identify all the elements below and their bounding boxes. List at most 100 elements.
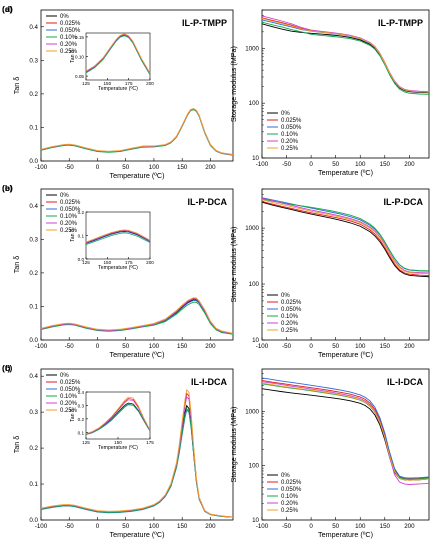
y-axis-label: Tan δ [12, 77, 21, 95]
legend: 0%0.025%0.050%0.10%0.20%0.25% [267, 111, 302, 152]
y-axis-label: Tan δ [70, 409, 76, 422]
panel-label: (b) [2, 183, 13, 193]
x-tick-label: 200 [205, 523, 216, 530]
y-tick-label: 0.1 [29, 303, 38, 310]
series-line-5 [40, 297, 234, 334]
x-axis-label: Temperature (ºC) [318, 350, 373, 359]
series-line-4 [261, 197, 430, 274]
series-line-4 [261, 381, 430, 485]
panel-f: (f)-100 -50 0 50 100 150 200101001000Temperatu… [2, 363, 430, 539]
legend: 0%0.025%0.050%0.10%0.20%0.25% [267, 473, 302, 514]
y-axis-label: Storage modulus (MPa) [229, 407, 238, 483]
legend-entry: 0.20% [60, 401, 78, 407]
series-line-5 [261, 199, 430, 275]
legend-entry: 0% [60, 373, 69, 379]
x-tick-label: 200 [404, 343, 415, 350]
panel-d: (d)-100 -50 0 50 100 150 200101001000Temperatu… [2, 4, 430, 177]
legend: 0%0.025%0.050%0.10%0.20%0.25% [46, 373, 81, 414]
legend-entry: 0.10% [60, 394, 78, 400]
legend-entry: 0.025% [60, 200, 81, 206]
x-axis-label: Temperature (ºC) [318, 168, 373, 177]
legend-entry: 0.25% [60, 49, 78, 55]
inset-chart: 125 150 175 200 0.05 0.10 0.15 Temperature (ºC)… [70, 32, 154, 92]
x-tick-label: 150 [114, 440, 122, 445]
series-line-2 [261, 377, 430, 479]
legend-entry: 0.25% [60, 228, 78, 234]
inset-series-line-3 [85, 403, 151, 435]
y-axis-label: Tan δ [12, 256, 21, 274]
inset-chart: 125 150 175 200 0.0 0.1 0.2 Temperature (ºC) Tan… [70, 210, 154, 271]
x-tick-label: 200 [205, 343, 216, 350]
legend-entry: 0.20% [281, 321, 299, 327]
x-tick-label: 125 [82, 440, 90, 445]
y-tick-label: 0.3 [29, 57, 38, 64]
series-line-1 [261, 200, 430, 276]
legend-entry: 0.25% [281, 146, 299, 152]
x-axis-label: Temperature (ºC) [110, 530, 165, 539]
legend-entry: 0.050% [281, 125, 302, 131]
y-tick-label: 0.10 [75, 55, 84, 60]
series-line-5 [40, 388, 234, 518]
legend-entry: 0.025% [60, 21, 81, 27]
legend-entry: 0.050% [60, 28, 81, 34]
x-tick-label: 150 [177, 343, 188, 350]
legend: 0%0.025%0.050%0.10%0.20%0.25% [267, 293, 302, 334]
x-axis-label: Temperature (ºC) [98, 86, 138, 92]
inset-series-line-0 [85, 230, 151, 244]
panel-label: (f) [2, 363, 11, 373]
panel-label: (a) [2, 4, 13, 14]
legend-entry: 0.25% [281, 508, 299, 514]
panel-a: (a) -100 -50 0 50 100 150 200 0.0 0.1 0.2 0.3 0.4 Tem… [2, 4, 234, 180]
y-tick-label: 0.1 [78, 430, 85, 435]
x-tick-label: 175 [146, 440, 154, 445]
x-tick-label: 0 [96, 343, 100, 350]
x-axis-label: Temperature (ºC) [110, 350, 165, 359]
legend-entry: 0% [281, 473, 290, 479]
y-tick-label: 1000 [245, 225, 259, 232]
x-tick-label: 125 [82, 81, 90, 86]
series-line-5 [261, 18, 430, 93]
legend-entry: 0.25% [60, 408, 78, 414]
y-tick-label: 1000 [245, 45, 259, 52]
x-tick-label: -50 [282, 523, 292, 530]
y-tick-label: 1000 [245, 408, 259, 415]
x-tick-label: 50 [122, 343, 129, 350]
x-tick-label: 50 [332, 523, 339, 530]
legend-entry: 0.050% [281, 307, 302, 313]
x-tick-label: -50 [65, 343, 75, 350]
x-tick-label: 50 [122, 164, 129, 171]
chart-title: IL-P-TMPP [182, 18, 227, 28]
y-tick-label: 0.2 [29, 445, 38, 452]
series-line-3 [40, 301, 234, 335]
x-tick-label: 150 [380, 343, 391, 350]
y-tick-label: 100 [249, 463, 260, 470]
x-tick-label: 125 [82, 260, 90, 265]
inset-series-line-5 [85, 396, 151, 434]
legend-entry: 0.20% [60, 42, 78, 48]
panel-label: (d) [2, 4, 13, 14]
panel-c: (c) -100 -50 0 50 100 150 200 0.0 0.1 0.2 0.3 0.4 Tem… [2, 363, 234, 539]
y-tick-label: 0.2 [78, 417, 85, 422]
x-tick-label: 50 [332, 343, 339, 350]
x-tick-label: 0 [96, 164, 100, 171]
inset-series-line-3 [85, 232, 151, 245]
x-tick-label: -100 [35, 343, 48, 350]
legend-entry: 0.025% [60, 380, 81, 386]
x-tick-label: 175 [125, 260, 133, 265]
x-axis-label: Temperature (ºC) [98, 265, 138, 271]
y-tick-label: 0.1 [29, 124, 38, 131]
legend-entry: 0.10% [281, 494, 299, 500]
legend-entry: 0.25% [281, 328, 299, 334]
x-axis-label: Temperature (ºC) [318, 530, 373, 539]
legend-entry: 0% [60, 14, 69, 20]
chart-title: IL-P-TMPP [378, 18, 423, 28]
y-axis-label: Storage modulus (MPa) [229, 227, 238, 303]
legend-entry: 0% [60, 193, 69, 199]
y-tick-label: 0.2 [78, 210, 85, 215]
y-tick-label: 0.3 [29, 409, 38, 416]
series-line-3 [261, 198, 430, 272]
x-tick-label: 100 [149, 343, 160, 350]
x-tick-label: -50 [65, 164, 75, 171]
inset-series-line-4 [85, 230, 151, 244]
